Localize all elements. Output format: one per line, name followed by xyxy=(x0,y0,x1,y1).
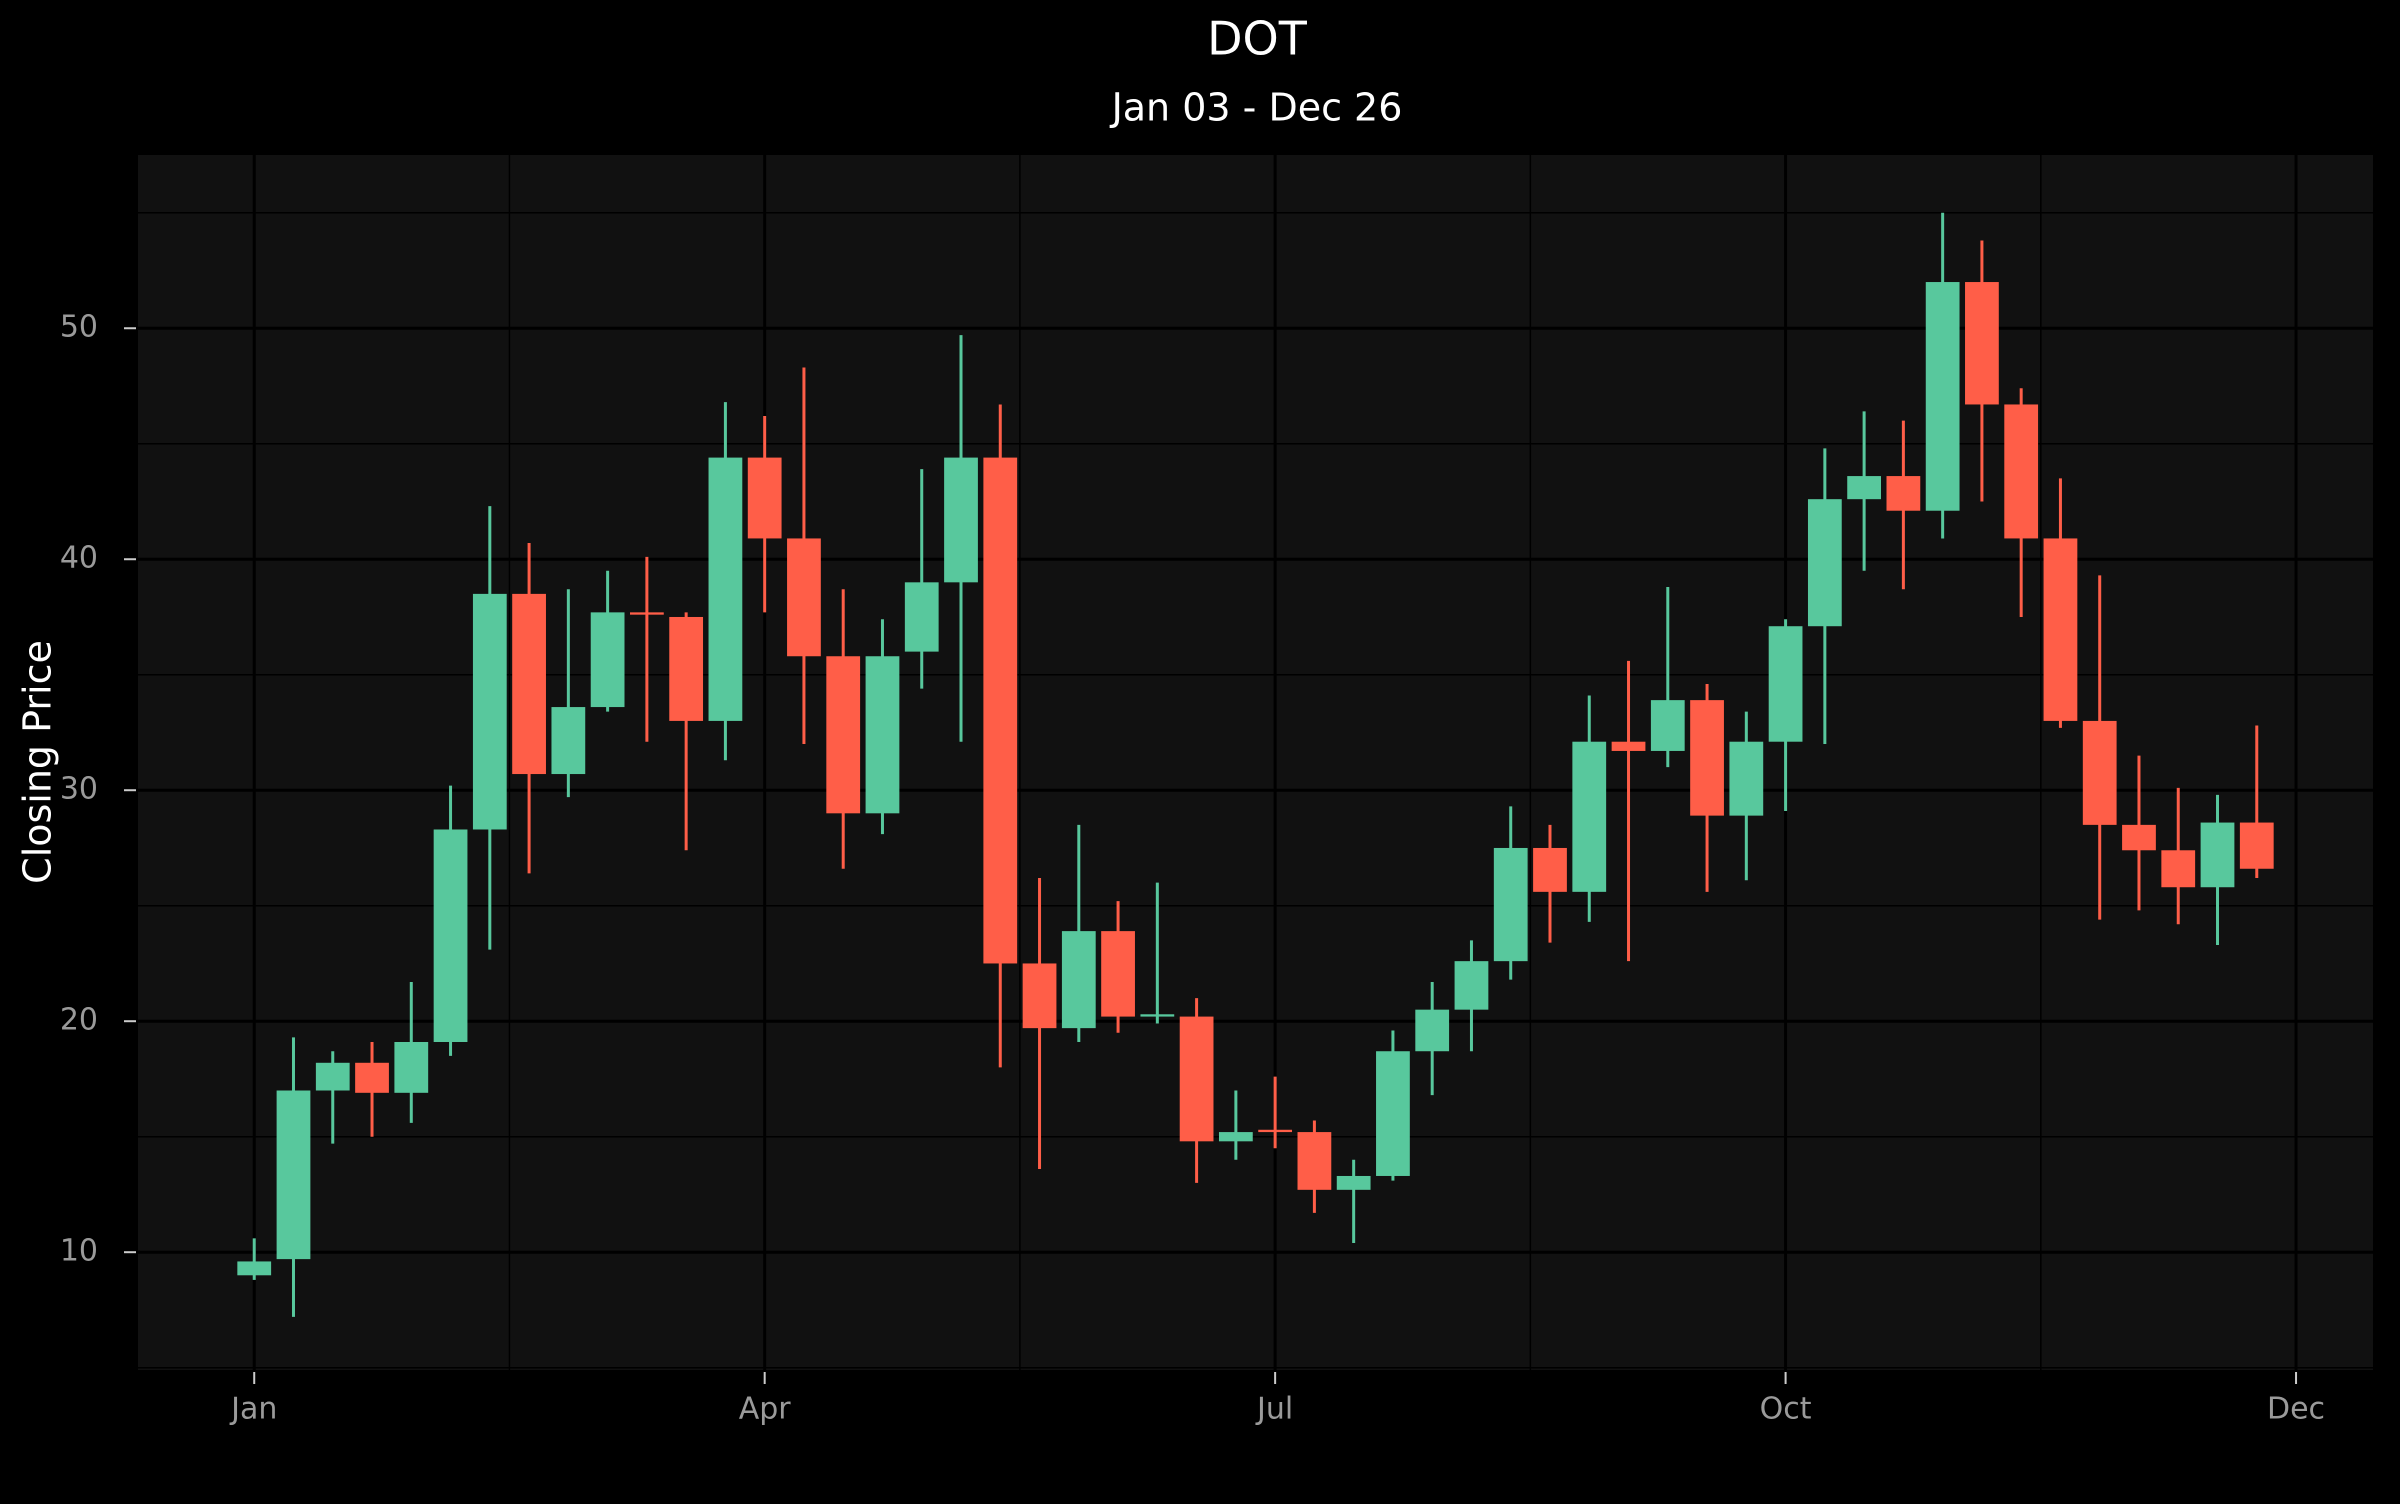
candle-body xyxy=(2043,538,2078,721)
candle-body xyxy=(1258,1129,1293,1133)
candle-body xyxy=(355,1062,389,1093)
candle-body xyxy=(276,1090,311,1260)
candle-body xyxy=(2161,850,2196,888)
candle-body xyxy=(1336,1175,1371,1190)
candle-body xyxy=(1611,741,1646,751)
candle-body xyxy=(1297,1132,1332,1190)
candle-body xyxy=(1493,847,1528,962)
candle-body xyxy=(315,1062,350,1091)
candle-body xyxy=(1650,700,1685,751)
plot-background xyxy=(138,155,2373,1370)
y-tick-label: 10 xyxy=(60,1234,98,1269)
candle-body xyxy=(1022,963,1057,1029)
candle-body xyxy=(551,707,586,775)
y-tick-label: 50 xyxy=(60,310,98,345)
candle-body xyxy=(1218,1132,1253,1142)
y-tick-label: 40 xyxy=(60,541,98,576)
candle-body xyxy=(787,538,821,657)
candle-body xyxy=(394,1041,429,1093)
candle-body xyxy=(2239,822,2274,869)
candle-body xyxy=(1572,741,1607,892)
candle-body xyxy=(2122,824,2156,851)
x-tick-label: Apr xyxy=(739,1392,792,1427)
candle-body xyxy=(1965,282,1999,405)
candle-body xyxy=(747,457,782,539)
candle-body xyxy=(944,457,978,583)
y-axis-title: Closing Price xyxy=(16,640,60,884)
y-tick-label: 30 xyxy=(60,772,98,807)
candle-body xyxy=(2082,720,2117,825)
candle-body xyxy=(983,457,1018,964)
candle-body xyxy=(629,612,664,615)
candle-body xyxy=(472,593,507,830)
candle-body xyxy=(826,656,861,814)
chart-title: DOT xyxy=(1207,12,1308,66)
x-tick-label: Jan xyxy=(229,1392,277,1427)
candle-body xyxy=(865,656,900,814)
candle-body xyxy=(1768,626,1803,742)
candle-body xyxy=(2200,822,2235,888)
y-tick-label: 20 xyxy=(60,1003,98,1038)
candle-body xyxy=(1729,741,1764,816)
candle-body xyxy=(708,457,743,721)
candle-body xyxy=(1415,1009,1450,1052)
candle-body xyxy=(1061,931,1096,1029)
candle-body xyxy=(237,1261,272,1276)
grid xyxy=(138,155,2373,1370)
candle-body xyxy=(433,829,468,1042)
x-tick-label: Dec xyxy=(2267,1392,2325,1427)
candle-body xyxy=(512,593,546,775)
candle-body xyxy=(1690,700,1724,816)
candles xyxy=(237,212,2274,1317)
candle-body xyxy=(904,582,939,652)
candle-body xyxy=(1886,476,1921,511)
candle-body xyxy=(1179,1016,1214,1142)
candle-body xyxy=(1925,282,1960,511)
chart-subtitle: Jan 03 - Dec 26 xyxy=(1110,86,1403,130)
x-tick-label: Jul xyxy=(1255,1392,1293,1427)
candle-body xyxy=(1454,961,1489,1010)
candle-body xyxy=(1807,499,1842,627)
candle-body xyxy=(1847,476,1882,500)
candle-body xyxy=(1376,1051,1410,1176)
candle-body xyxy=(1101,931,1135,1017)
candle-body xyxy=(1140,1014,1175,1017)
candle-body xyxy=(669,616,704,721)
x-tick-label: Oct xyxy=(1760,1392,1812,1427)
candle-body xyxy=(590,612,625,708)
candle-body xyxy=(1533,847,1567,892)
candle-body xyxy=(2004,404,2039,539)
